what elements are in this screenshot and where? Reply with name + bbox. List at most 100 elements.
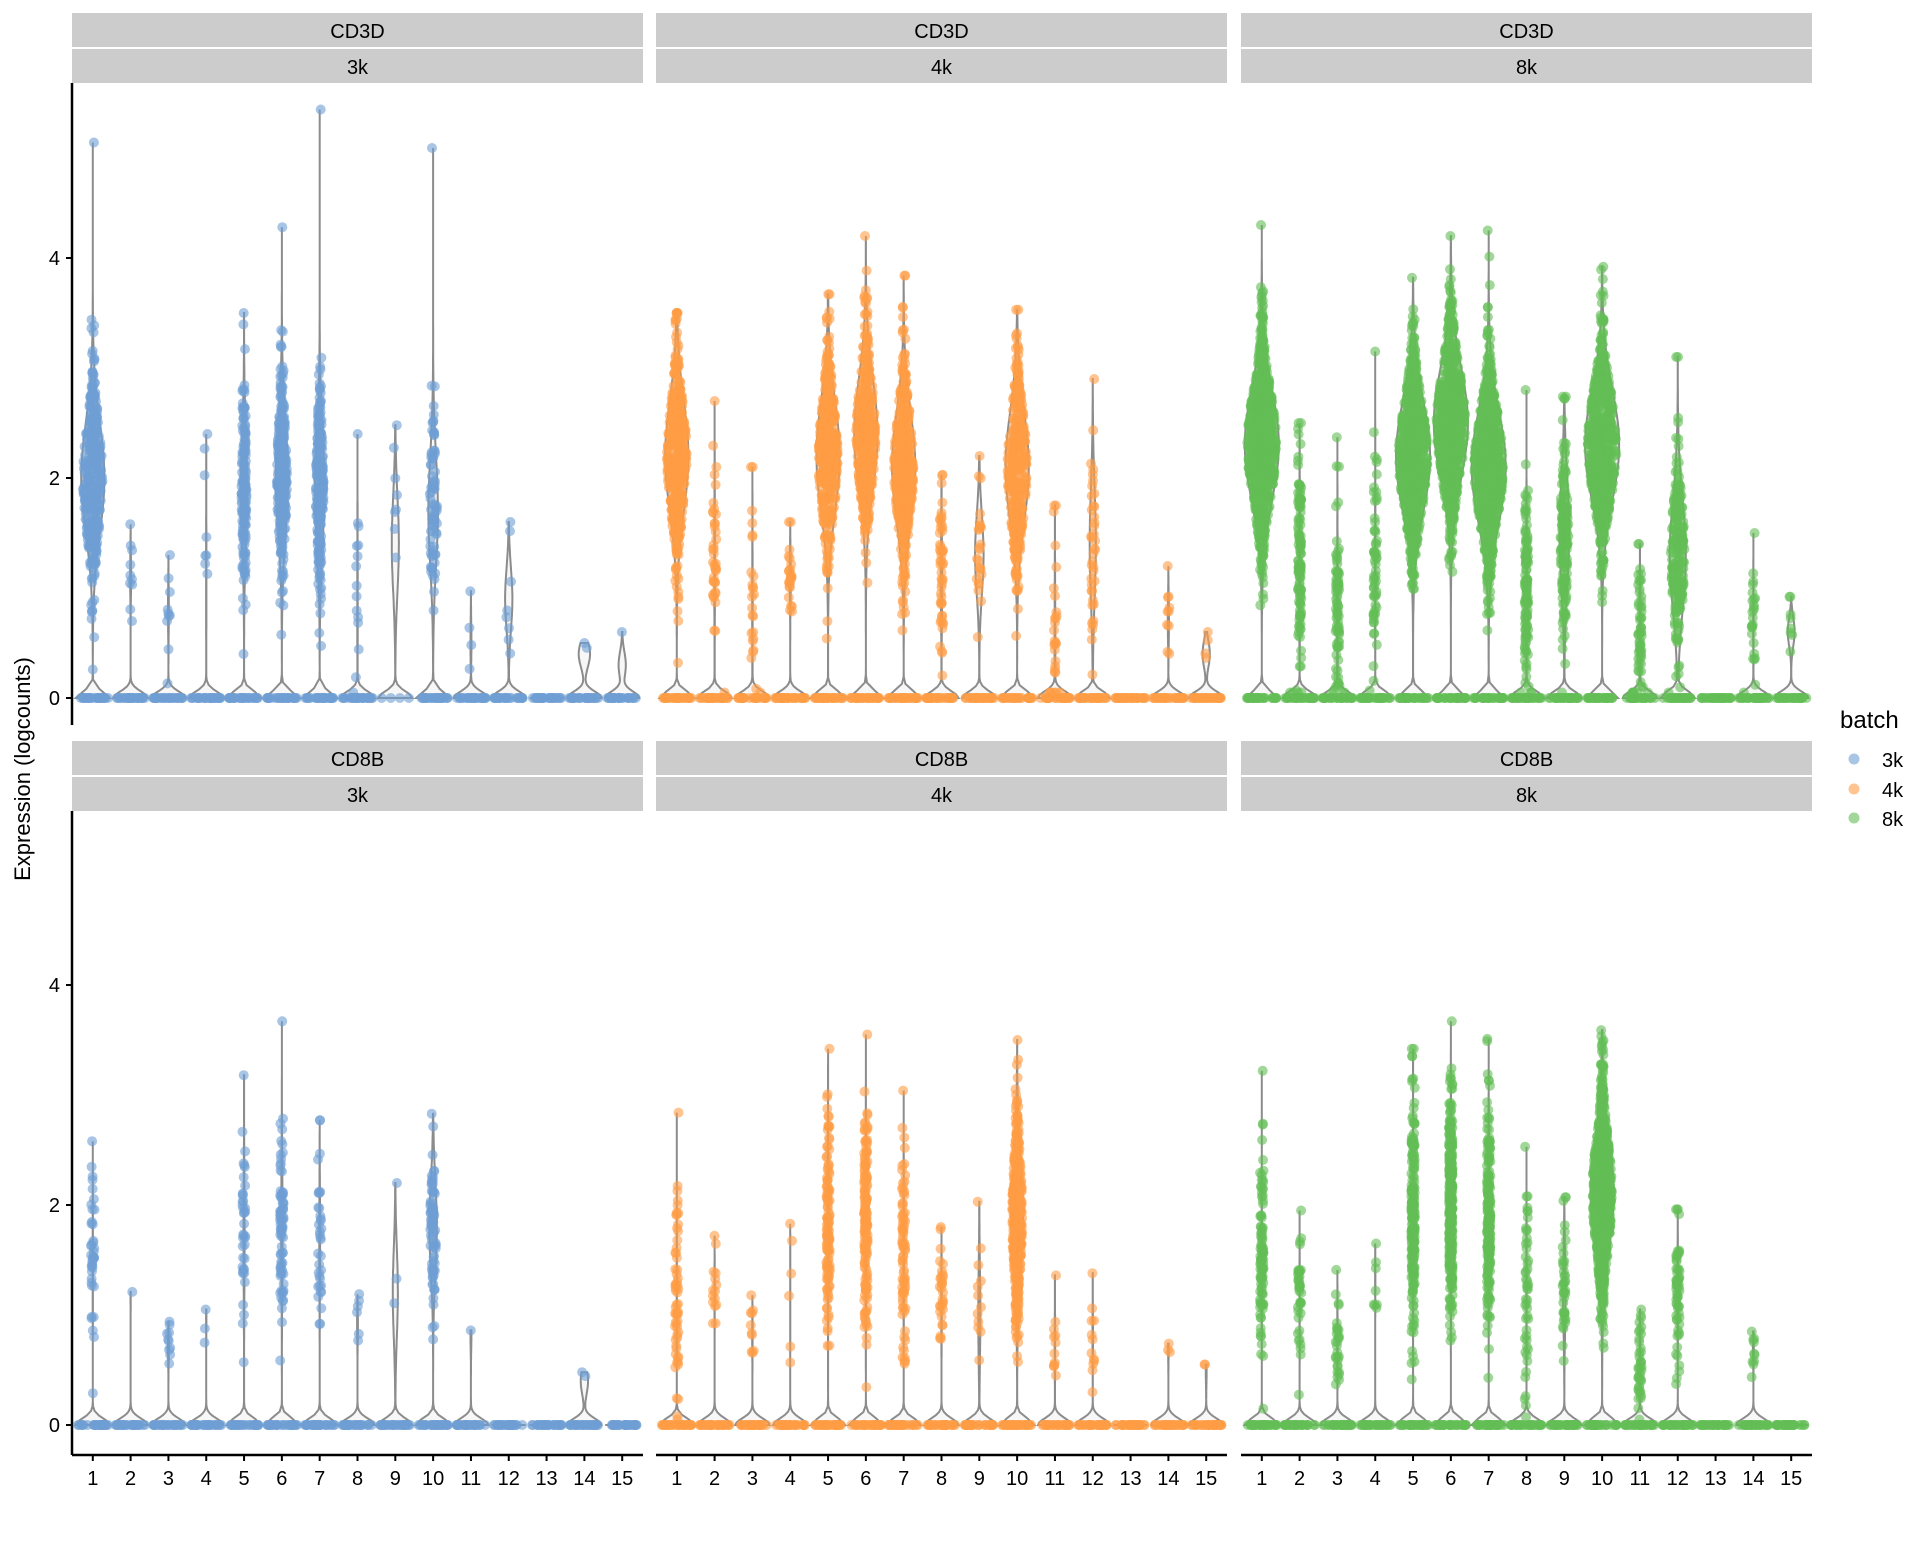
data-point: [814, 453, 824, 463]
data-point: [711, 566, 721, 576]
data-point: [1014, 693, 1024, 703]
data-point: [273, 441, 283, 451]
data-point: [427, 143, 437, 153]
data-point: [782, 693, 792, 703]
data-point: [858, 400, 868, 410]
data-point: [755, 688, 765, 698]
data-point: [746, 462, 756, 472]
data-point: [936, 599, 946, 609]
data-point: [128, 693, 138, 703]
violin-cluster-2: [112, 519, 150, 703]
data-point: [313, 528, 323, 538]
data-point: [670, 358, 680, 368]
data-point: [1045, 688, 1055, 698]
data-point: [84, 475, 94, 485]
data-point: [1163, 561, 1173, 571]
data-point: [426, 452, 436, 462]
data-point: [277, 426, 287, 436]
violin-cluster-6: [846, 231, 885, 703]
data-point: [822, 560, 832, 570]
data-point: [1250, 693, 1260, 703]
data-point: [936, 551, 946, 561]
data-point: [785, 582, 795, 592]
data-point: [901, 376, 911, 386]
data-point: [125, 519, 135, 529]
data-point: [125, 560, 135, 570]
data-point: [238, 319, 248, 329]
data-point: [1011, 541, 1021, 551]
data-point: [614, 693, 624, 703]
data-point: [1256, 220, 1266, 230]
data-point: [238, 605, 248, 615]
data-point: [604, 693, 614, 703]
data-point: [427, 551, 437, 561]
data-point: [861, 309, 871, 319]
data-point: [240, 421, 250, 431]
data-point: [1087, 586, 1097, 596]
data-point: [1087, 670, 1097, 680]
data-point: [1050, 613, 1060, 623]
data-point: [313, 416, 323, 426]
data-point: [430, 381, 440, 391]
data-point: [279, 366, 289, 376]
data-point: [82, 530, 92, 540]
data-point: [936, 522, 946, 532]
data-point: [905, 490, 915, 500]
data-point: [673, 616, 683, 626]
data-point: [786, 574, 796, 584]
data-point: [747, 506, 757, 516]
data-point: [1203, 635, 1213, 645]
data-point: [617, 627, 627, 637]
data-point: [904, 467, 914, 477]
data-point: [1011, 565, 1021, 575]
data-point: [93, 531, 103, 541]
data-point: [821, 517, 831, 527]
data-point: [237, 386, 247, 396]
data-point: [899, 271, 909, 281]
data-point: [426, 482, 436, 492]
data-point: [910, 693, 920, 703]
data-point: [862, 266, 872, 276]
data-point: [708, 441, 718, 451]
data-point: [973, 586, 983, 596]
data-point: [975, 522, 985, 532]
data-point: [974, 543, 984, 553]
data-point: [353, 618, 363, 628]
data-point: [552, 693, 562, 703]
data-point: [870, 426, 880, 436]
data-point: [126, 541, 136, 551]
data-point: [567, 693, 577, 703]
data-point: [87, 606, 97, 616]
data-point: [274, 503, 284, 513]
data-point: [975, 451, 985, 461]
data-point: [315, 608, 325, 618]
data-point: [627, 693, 637, 703]
data-point: [900, 587, 910, 597]
violin-cluster-11: [1036, 501, 1075, 704]
data-point: [1050, 667, 1060, 677]
data-point: [127, 580, 137, 590]
data-point: [1088, 469, 1098, 479]
data-point: [467, 693, 477, 703]
data-point: [786, 559, 796, 569]
data-point: [859, 443, 869, 453]
data-point: [1088, 425, 1098, 435]
data-point: [164, 573, 174, 583]
data-point: [672, 693, 682, 703]
data-point: [1258, 286, 1268, 296]
data-point: [95, 444, 105, 454]
data-point: [674, 434, 684, 444]
data-point: [240, 561, 250, 571]
data-point: [353, 551, 363, 561]
data-point: [316, 105, 326, 115]
violin-cluster-13: [1111, 693, 1151, 703]
violin-cluster-12: [489, 517, 528, 703]
data-point: [937, 478, 947, 488]
data-point: [202, 429, 212, 439]
data-point: [720, 688, 730, 698]
data-point: [239, 308, 249, 318]
data-point: [277, 588, 287, 598]
data-point: [92, 494, 102, 504]
data-point: [997, 693, 1007, 703]
